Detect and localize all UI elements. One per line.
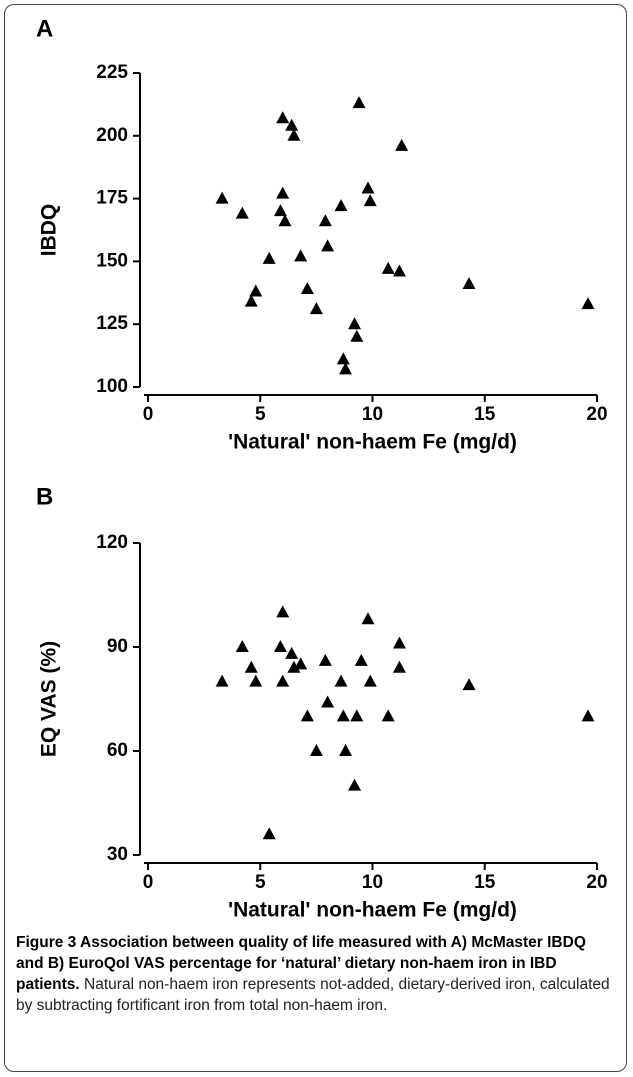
point (363, 194, 377, 207)
point (244, 294, 258, 307)
point (352, 96, 366, 109)
x-tick-label: 0 (143, 872, 154, 893)
point (318, 214, 332, 227)
x-tick-label: 5 (255, 872, 266, 893)
point (339, 362, 353, 375)
y-axis-label: IBDQ (38, 204, 61, 257)
point (278, 214, 292, 227)
point (318, 653, 332, 666)
x-tick-label: 10 (362, 872, 383, 893)
point (336, 352, 350, 365)
panel-label: B (36, 483, 53, 510)
x-axis-label: 'Natural' non-haem Fe (mg/d) (228, 431, 517, 454)
y-tick-label: 175 (96, 188, 128, 209)
y-tick-label: 100 (96, 376, 128, 397)
x-tick-label: 20 (586, 404, 607, 425)
x-tick-label: 5 (255, 404, 266, 425)
x-tick-label: 15 (474, 404, 496, 425)
y-tick-label: 30 (107, 844, 128, 865)
point (262, 251, 276, 264)
point (235, 640, 249, 652)
y-axis-label: EQ VAS (%) (38, 641, 61, 757)
point (249, 284, 263, 297)
point (294, 249, 308, 262)
point (294, 657, 308, 670)
point (348, 778, 362, 791)
point (300, 709, 314, 722)
y-tick-label: 200 (96, 125, 128, 146)
point (321, 695, 335, 708)
point (300, 282, 314, 295)
caption-title: Figure 3 Association between quality of … (16, 934, 586, 993)
y-tick-label: 90 (107, 636, 128, 657)
point (392, 660, 406, 673)
point (392, 636, 406, 649)
x-tick-label: 15 (474, 872, 496, 893)
y-tick-label: 60 (107, 740, 128, 761)
point (249, 674, 263, 687)
point (309, 302, 323, 315)
point (581, 297, 595, 310)
point (336, 709, 350, 722)
x-tick-label: 20 (586, 872, 607, 893)
point (392, 264, 406, 277)
point (276, 674, 290, 687)
caption: Figure 3 Association between quality of … (16, 932, 616, 1016)
point (381, 261, 395, 274)
point (462, 277, 476, 290)
point (285, 118, 299, 131)
point (348, 317, 362, 330)
point (244, 660, 258, 673)
y-tick-label: 120 (96, 532, 128, 553)
point (273, 640, 287, 652)
point (334, 674, 348, 687)
point (361, 612, 375, 625)
point (381, 709, 395, 722)
point (462, 678, 476, 691)
caption-text: Natural non-haem iron represents not-add… (16, 976, 610, 1014)
x-tick-label: 10 (362, 404, 383, 425)
panel-label: A (36, 15, 53, 42)
point (276, 605, 290, 618)
x-axis-label: 'Natural' non-haem Fe (mg/d) (228, 899, 517, 922)
point (215, 191, 229, 204)
point (339, 744, 353, 756)
point (309, 744, 323, 756)
point (273, 204, 287, 217)
point (321, 239, 335, 252)
y-tick-label: 125 (96, 313, 128, 334)
point (395, 138, 409, 151)
point (235, 206, 249, 219)
point (215, 674, 229, 687)
point (363, 674, 377, 687)
point (287, 128, 301, 141)
y-tick-label: 225 (96, 62, 128, 83)
point (285, 646, 299, 659)
figure-frame (4, 4, 627, 1072)
point (581, 709, 595, 722)
point (361, 181, 375, 194)
point (350, 709, 364, 722)
point (287, 660, 301, 673)
x-tick-label: 0 (143, 404, 154, 425)
point (350, 329, 364, 342)
point (354, 653, 368, 666)
point (276, 186, 290, 199)
point (276, 111, 290, 124)
point (262, 827, 276, 840)
y-tick-label: 150 (96, 250, 128, 271)
point (334, 199, 348, 212)
